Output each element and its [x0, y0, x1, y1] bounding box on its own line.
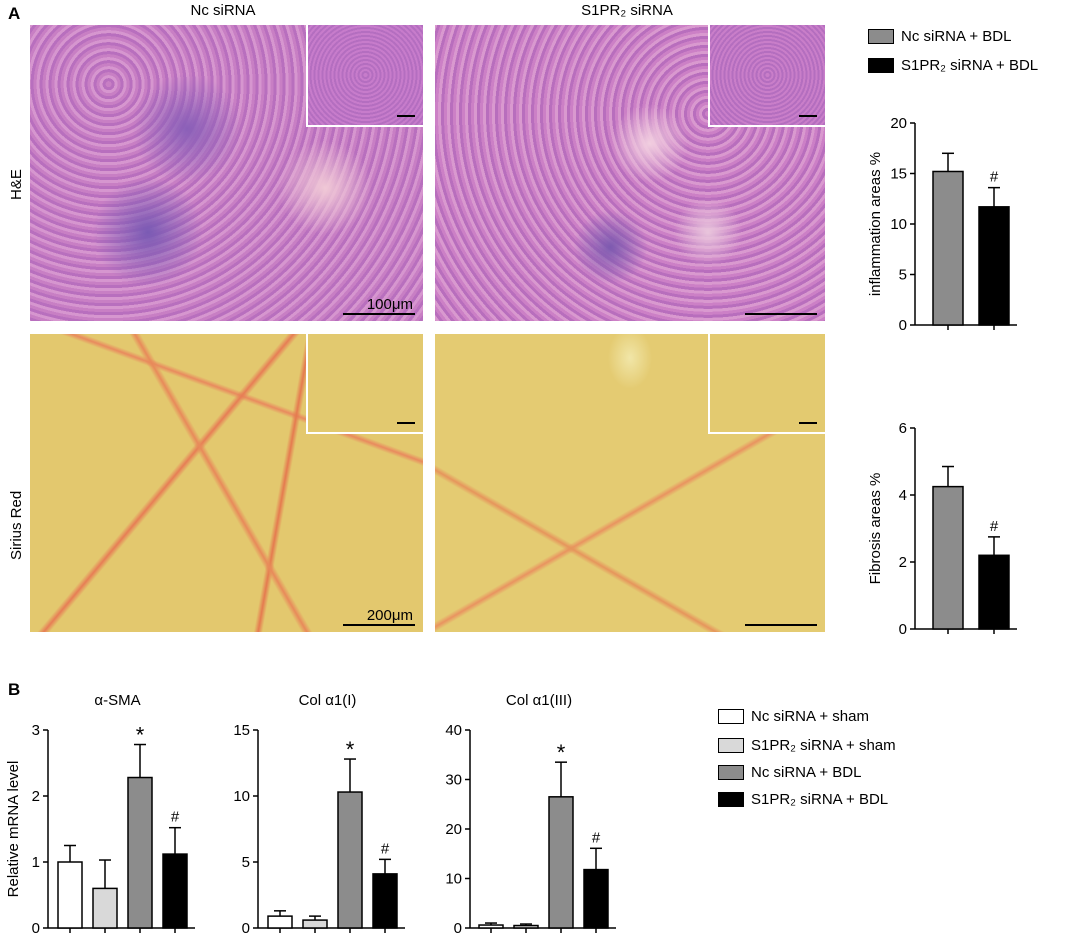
legend-label: S1PR₂ siRNA + sham: [751, 737, 896, 754]
column-title-s1pr2: S1PR₂ siRNA: [581, 2, 673, 19]
chart-title: α-SMA: [94, 692, 140, 709]
legend-label: Nc siRNA + sham: [751, 708, 869, 725]
significance-mark: #: [171, 809, 180, 826]
y-tick-label: 0: [899, 317, 907, 334]
y-tick-label: 0: [454, 920, 462, 937]
y-tick-label: 40: [445, 722, 462, 739]
scale-label-he: 100μm: [366, 296, 413, 313]
y-tick-label: 20: [445, 821, 462, 838]
sirius-inset-nc: [306, 334, 423, 434]
inset-scale-bar: [397, 115, 415, 117]
y-axis-label: Fibrosis areas %: [867, 473, 884, 585]
legend-label: S1PR₂ siRNA + BDL: [901, 57, 1039, 74]
bar: [92, 887, 118, 929]
bar: [978, 206, 1010, 326]
y-tick-label: 2: [899, 554, 907, 571]
legend-b-item-s1pr2-sham: S1PR₂ siRNA + sham: [718, 737, 896, 754]
legend-b-item-nc-bdl: Nc siRNA + BDL: [718, 764, 861, 781]
y-tick-label: 1: [32, 854, 40, 871]
significance-mark: #: [381, 840, 390, 857]
scale-bar: [343, 313, 415, 315]
legend-swatch: [868, 29, 894, 44]
y-tick-label: 0: [32, 920, 40, 937]
y-tick-label: 30: [445, 772, 462, 789]
chart-title: Col α1(I): [299, 692, 357, 709]
y-tick-label: 15: [233, 722, 250, 739]
y-tick-label: 20: [890, 115, 907, 132]
bar: [302, 919, 328, 929]
inset-scale-bar: [799, 115, 817, 117]
inset-scale-bar: [397, 422, 415, 424]
bar: [513, 924, 539, 929]
legend-a-item-s1pr2-bdl: S1PR₂ siRNA + BDL: [868, 57, 1038, 74]
significance-mark: *: [136, 723, 145, 748]
inset-scale-bar: [799, 422, 817, 424]
y-axis-label: Relative mRNA level: [5, 761, 22, 898]
y-axis-label: inflammation areas %: [867, 152, 884, 296]
legend-swatch: [718, 709, 744, 724]
legend-label: Nc siRNA + BDL: [901, 28, 1012, 45]
he-micrograph-nc: 100μm: [30, 25, 423, 321]
y-tick-label: 15: [890, 166, 907, 183]
scale-bar: [745, 313, 817, 315]
legend-label: Nc siRNA + BDL: [751, 764, 862, 781]
significance-mark: *: [346, 737, 355, 762]
legend-swatch: [868, 58, 894, 73]
bar: [162, 853, 188, 929]
he-micrograph-s1pr2: [435, 25, 825, 321]
legend-swatch: [718, 738, 744, 753]
bar: [978, 554, 1010, 630]
bar: [337, 791, 363, 929]
significance-mark: *: [557, 740, 566, 765]
y-tick-label: 0: [899, 621, 907, 638]
y-tick-label: 10: [445, 871, 462, 888]
legend-a-item-nc-bdl: Nc siRNA + BDL: [868, 28, 1011, 45]
y-tick-label: 5: [899, 267, 907, 284]
sirius-micrograph-nc: 200μm: [30, 334, 423, 632]
y-tick-label: 2: [32, 788, 40, 805]
legend-label: S1PR₂ siRNA + BDL: [751, 791, 889, 808]
legend-b-item-s1pr2-bdl: S1PR₂ siRNA + BDL: [718, 791, 888, 808]
bar: [372, 873, 398, 929]
column-title-nc: Nc siRNA: [190, 2, 256, 19]
legend-swatch: [718, 765, 744, 780]
sirius-micrograph-s1pr2: [435, 334, 825, 632]
legend-b-item-nc-sham: Nc siRNA + sham: [718, 708, 869, 725]
y-tick-label: 10: [233, 788, 250, 805]
bar: [127, 776, 153, 929]
bar: [267, 915, 293, 929]
y-tick-label: 0: [242, 920, 250, 937]
y-tick-label: 5: [242, 854, 250, 871]
bar: [57, 861, 83, 929]
y-tick-label: 10: [890, 216, 907, 233]
panel-label-a: A: [8, 4, 21, 23]
scale-label-sr: 200μm: [366, 607, 413, 624]
y-tick-label: 3: [32, 722, 40, 739]
significance-mark: #: [990, 518, 999, 535]
he-inset-nc: [306, 25, 423, 127]
legend-swatch: [718, 792, 744, 807]
bar: [478, 924, 504, 929]
scale-bar: [343, 624, 415, 626]
scale-bar: [745, 624, 817, 626]
significance-mark: #: [990, 169, 999, 186]
he-inset-s1pr2: [708, 25, 825, 127]
significance-mark: #: [592, 829, 601, 846]
chart-title: Col α1(III): [506, 692, 572, 709]
bar: [932, 170, 964, 326]
bar: [583, 868, 609, 929]
sirius-inset-s1pr2: [708, 334, 825, 434]
panel-label-b: B: [8, 680, 21, 699]
bar: [932, 485, 964, 630]
y-tick-label: 4: [899, 487, 907, 504]
y-tick-label: 6: [899, 420, 907, 437]
bar: [548, 796, 574, 929]
